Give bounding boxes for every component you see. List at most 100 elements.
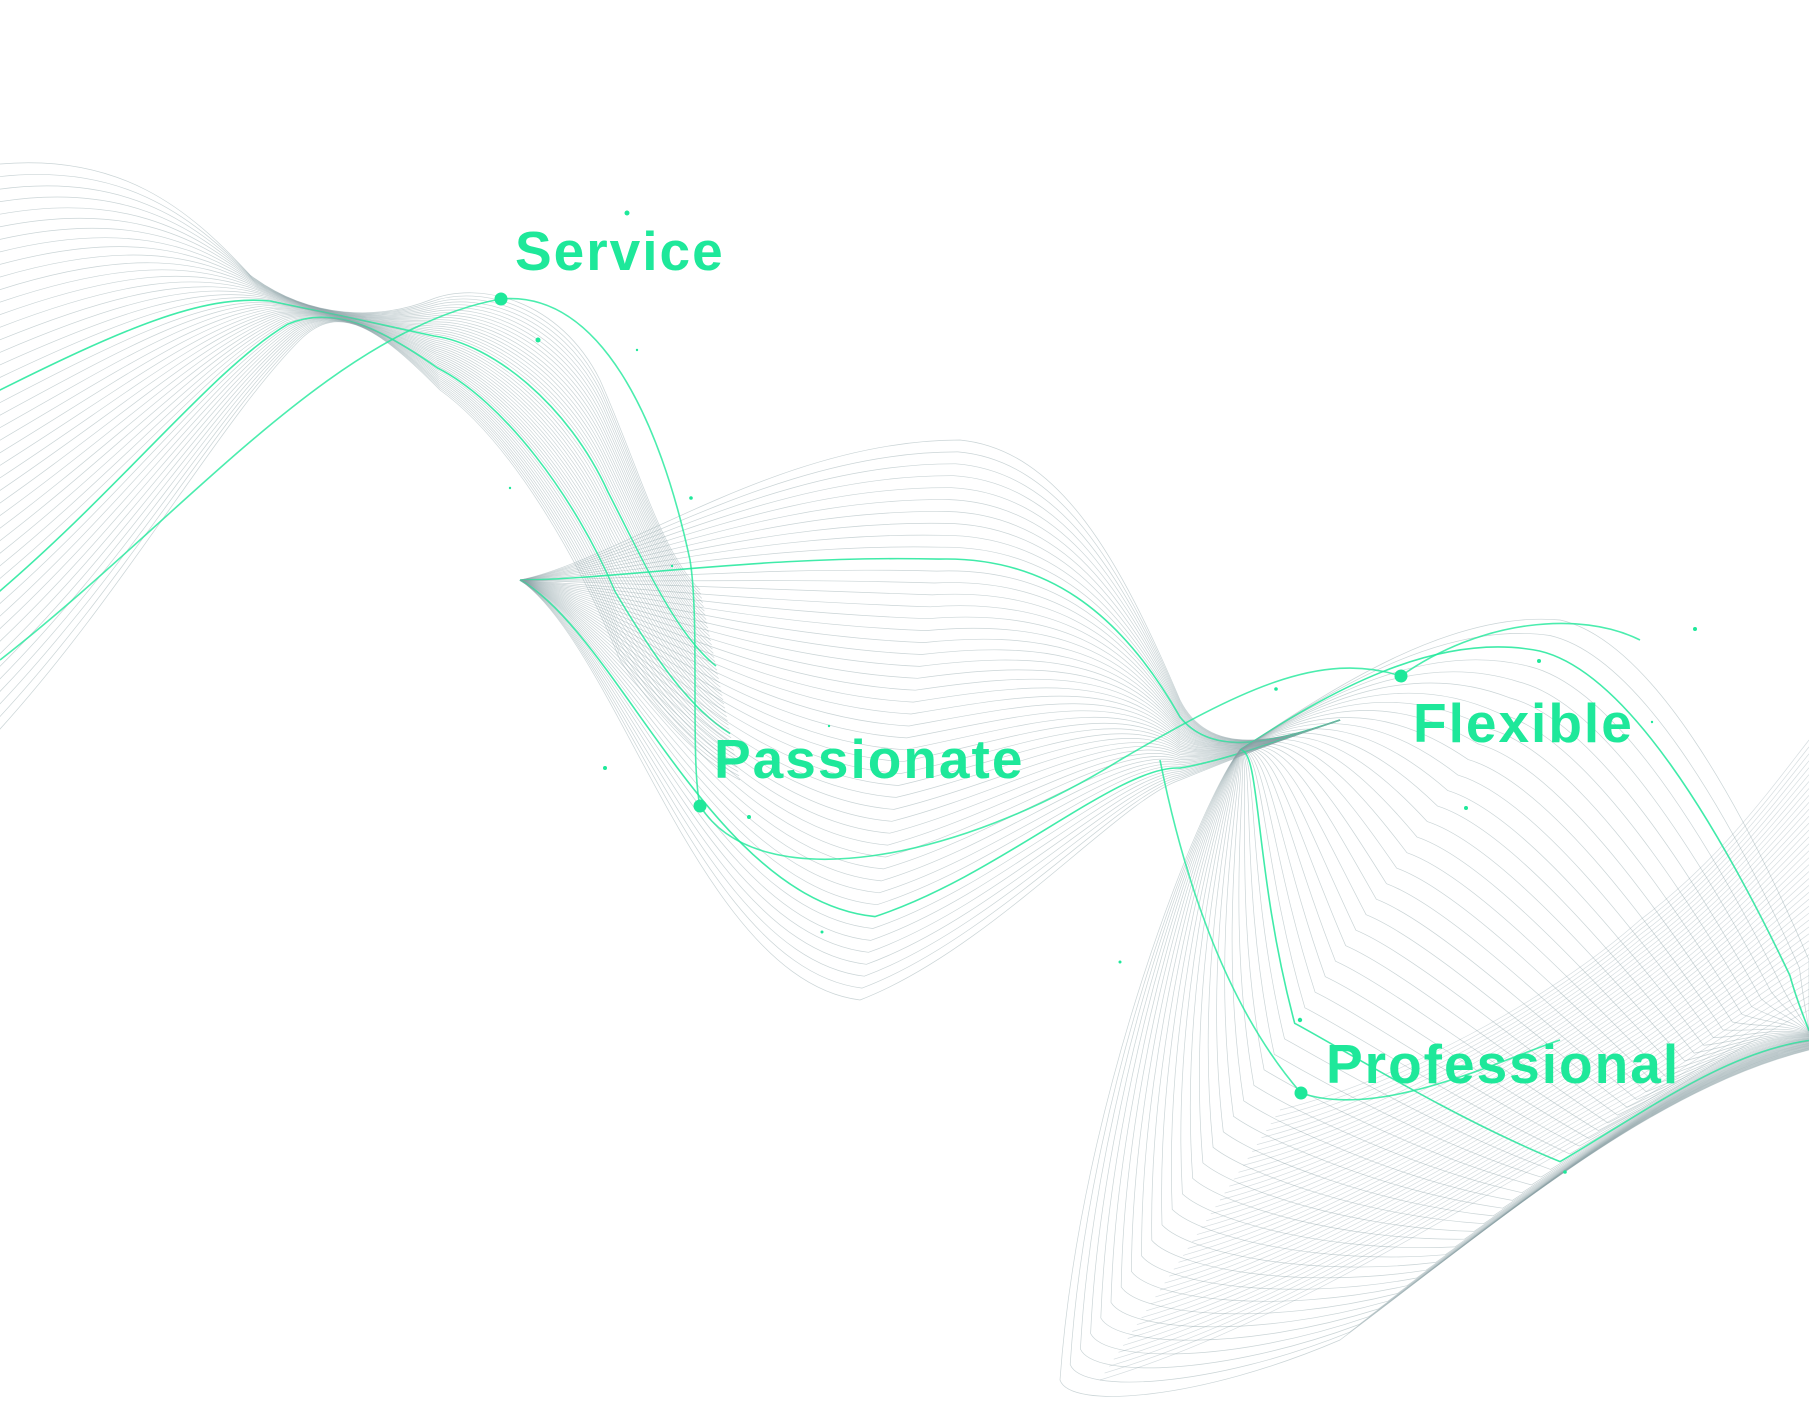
wave-line [519, 579, 1341, 744]
wave-line [0, 237, 707, 620]
wave-line [519, 579, 1341, 953]
wave-line [1239, 749, 1809, 1186]
wave-line [0, 275, 711, 641]
wave-line [519, 579, 1341, 745]
wave-line [0, 174, 702, 595]
wave-line [1180, 749, 1809, 1248]
sparkle-dot-icon [827, 724, 831, 728]
wave-line [1239, 748, 1809, 1124]
wave-line [1151, 749, 1809, 1279]
wave-line [1239, 749, 1809, 1139]
wave-line [1178, 892, 1809, 1263]
wave-line [0, 294, 715, 658]
wave-line [1173, 898, 1809, 1270]
wave-line [1104, 1002, 1809, 1374]
wave-line [1239, 749, 1809, 1147]
wave-line [0, 304, 719, 679]
wave-line [1136, 954, 1809, 1325]
wave-line [1239, 618, 1809, 1030]
wave-line [1171, 749, 1809, 1258]
nodes [494, 292, 1408, 1100]
sparkle-dot-icon [1563, 1170, 1567, 1174]
wave-line [1239, 671, 1809, 1032]
accent-wave-line [1239, 646, 1809, 1032]
sparkle-dot-icon [820, 930, 824, 934]
wave-line [1239, 738, 1809, 1069]
wave-line [1155, 926, 1809, 1298]
wave-line [1100, 749, 1809, 1341]
sparkle-dot-icon [535, 337, 541, 343]
wave-line [0, 320, 738, 768]
wave-line [1196, 864, 1809, 1235]
wave-line [1141, 749, 1809, 1290]
wave-line [1127, 968, 1809, 1339]
label-professional: Professional [1326, 1033, 1680, 1095]
wave-line [0, 217, 705, 612]
sparkle-dot-icon [1118, 960, 1122, 964]
wave-line [1219, 829, 1809, 1201]
wave-line [1239, 659, 1809, 1032]
wave-line [519, 579, 1341, 786]
wave-line [519, 579, 1341, 745]
wave-line [0, 315, 729, 726]
wave-line [519, 579, 1341, 870]
label-service: Service [515, 220, 725, 282]
wave-line [1238, 802, 1809, 1173]
wave-line [519, 579, 1341, 746]
wave-line [519, 579, 1341, 750]
wave-line [519, 511, 1341, 742]
wave-line [519, 579, 1341, 894]
wave-line [1275, 746, 1809, 1118]
wave-line [519, 579, 1341, 941]
accent-highlight-line [0, 297, 1402, 861]
wave-line [1239, 732, 1809, 1054]
wave-line [1239, 744, 1809, 1093]
sparkle-dot-icon [1274, 687, 1278, 691]
wave-line [1239, 743, 1809, 1085]
wave-line [0, 320, 739, 772]
wave-line [1080, 749, 1809, 1369]
wave-line [1131, 749, 1809, 1302]
wave-line [1216, 749, 1809, 1217]
sparkle-dot-icon [603, 766, 607, 770]
wave-line [1190, 749, 1809, 1240]
wave-line [519, 522, 1341, 742]
wave-line [0, 321, 741, 781]
accent-wave-line [519, 557, 1341, 744]
wave-line [0, 196, 703, 603]
wave-line [0, 162, 701, 591]
wave-line [519, 487, 1341, 742]
wave-line [1207, 749, 1809, 1225]
wave-line [1243, 795, 1809, 1166]
wave-line [1239, 702, 1809, 1034]
wave-line [1201, 857, 1809, 1229]
wave-band-left [0, 162, 741, 781]
wave-line [1110, 749, 1809, 1328]
wave-line [1159, 919, 1809, 1291]
wave-line [519, 579, 1341, 1001]
wave-line [519, 579, 1341, 834]
wave-line [1239, 747, 1809, 1116]
wave-line [0, 306, 720, 684]
wave-line [519, 579, 1341, 882]
wave-line [1099, 1009, 1809, 1381]
wave-line [0, 301, 718, 671]
wave-line [1239, 747, 1809, 1108]
wave-line [519, 579, 1341, 748]
wave-line [519, 579, 1341, 977]
wave-line [519, 579, 1341, 749]
wave-line [1279, 739, 1809, 1111]
accent-wave-line [1239, 749, 1809, 1163]
sparkle-dot-icon [1464, 806, 1468, 810]
wave-line [1224, 749, 1809, 1209]
wave-line [1215, 836, 1809, 1208]
wave-line [0, 312, 725, 705]
wave-line [519, 579, 1341, 989]
wave-line [519, 451, 1341, 741]
wave-band-right [1059, 618, 1809, 1397]
wave-line [519, 579, 1341, 846]
wave-line [519, 579, 1341, 749]
particles [508, 210, 1697, 1174]
wave-line [0, 307, 721, 688]
